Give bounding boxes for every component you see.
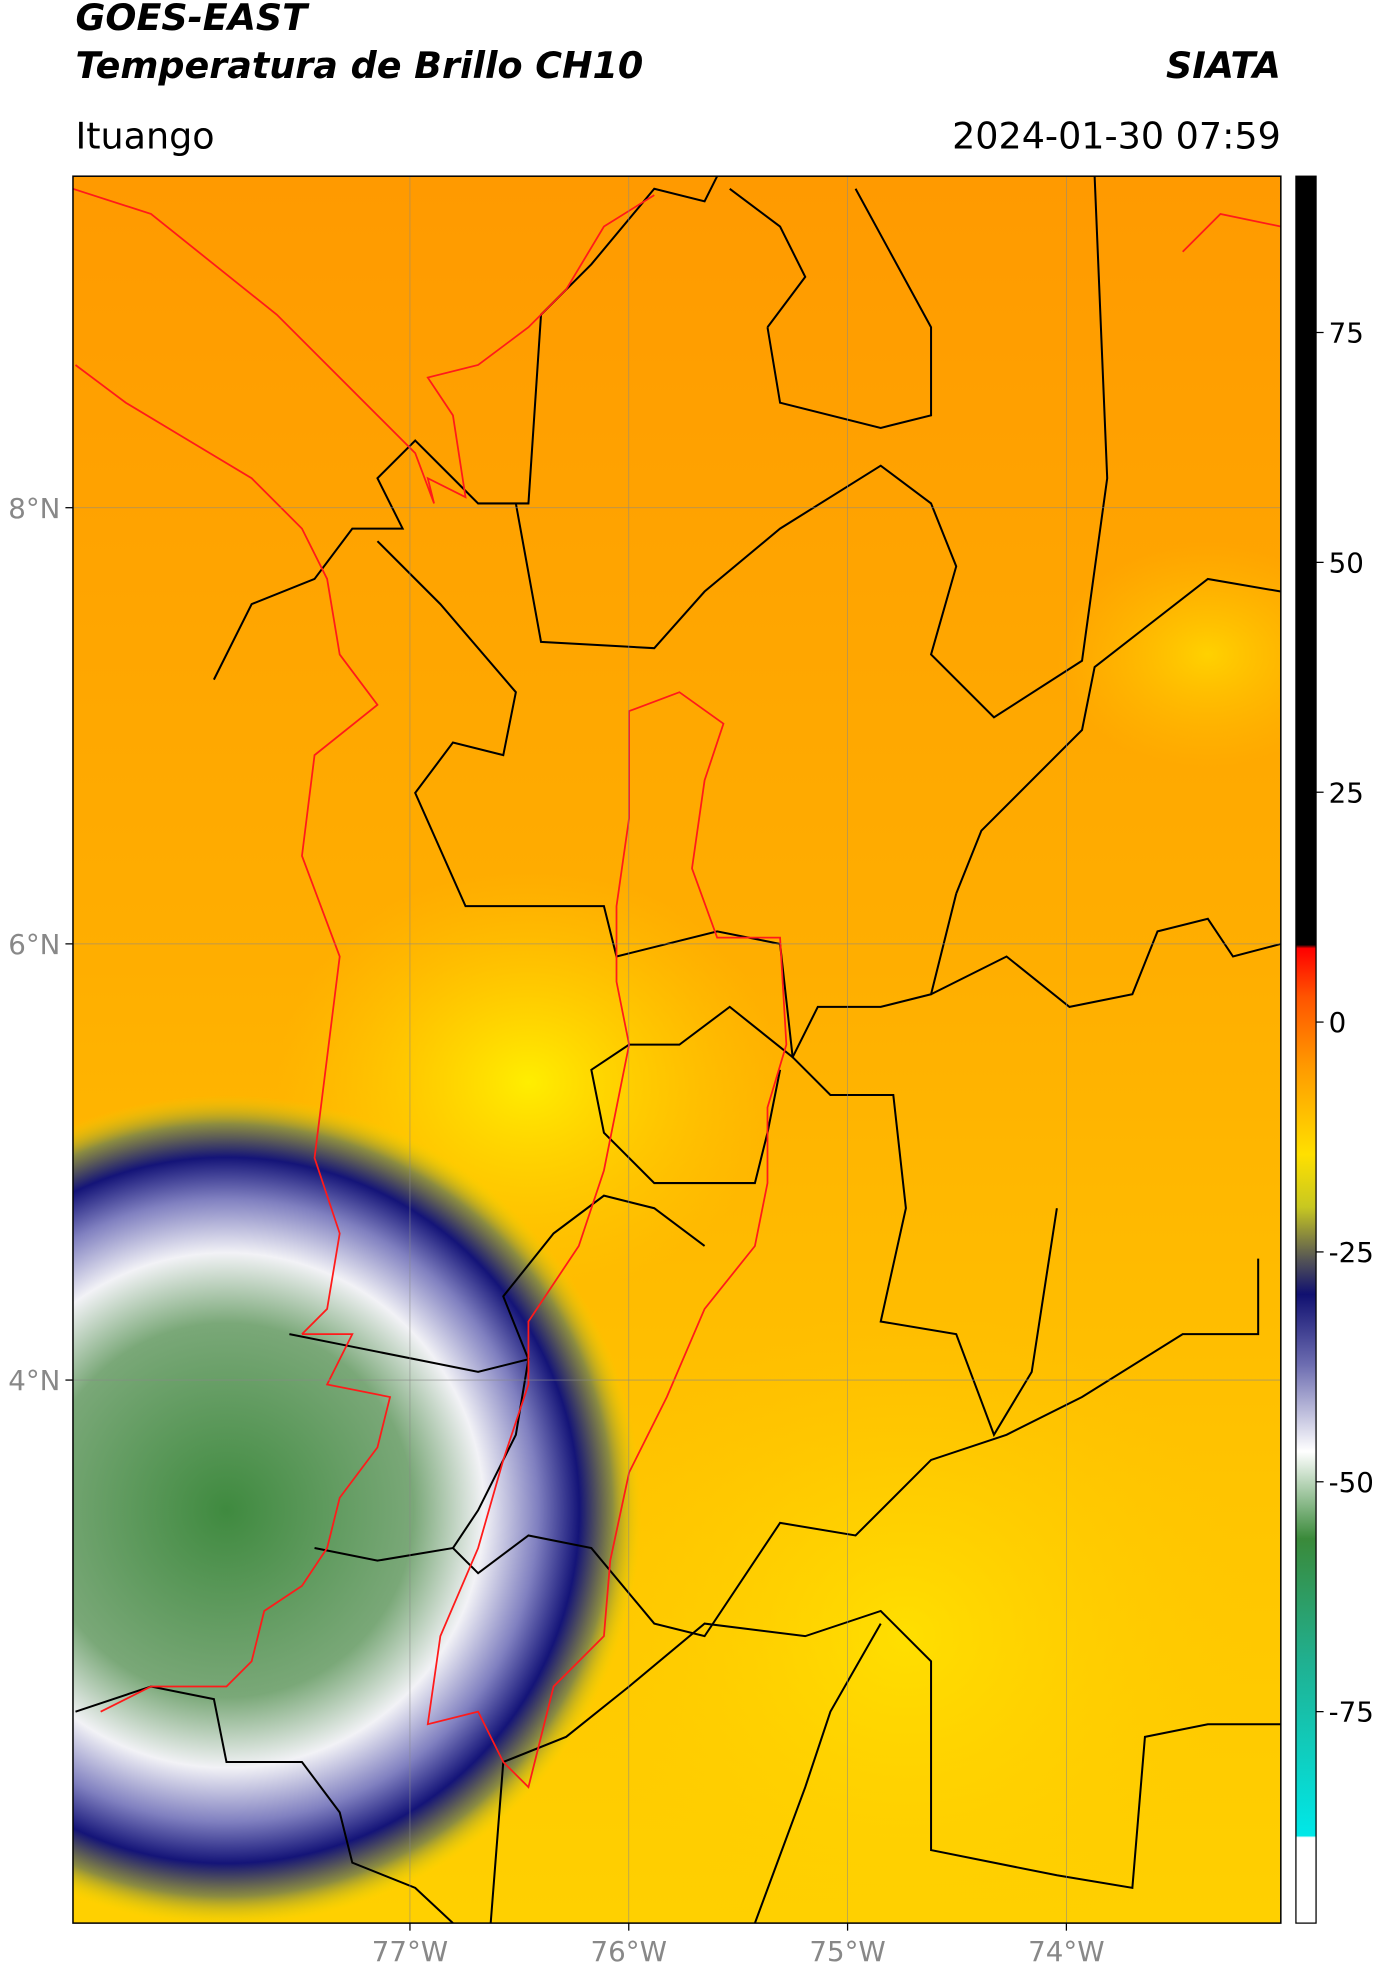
- lon-tick-label: 76°W: [591, 1935, 667, 1968]
- lat-tick-label: 8°N: [8, 492, 60, 525]
- title-line2: Temperatura de Brillo CH10: [75, 44, 643, 87]
- map-image: [72, 176, 1281, 1924]
- lon-tick-label: 74°W: [1028, 1935, 1104, 1968]
- colorbar-tick-label: 50: [1329, 546, 1364, 579]
- colorbar-tick-label: -25: [1329, 1236, 1374, 1269]
- colorbar-tick-label: 25: [1329, 776, 1364, 809]
- location: Ituango: [75, 115, 214, 158]
- map-frame: [72, 175, 1282, 1924]
- colorbar-tick-label: 0: [1329, 1006, 1347, 1039]
- lon-tick-label: 77°W: [372, 1935, 448, 1968]
- colorbar-tick-label: 75: [1329, 317, 1364, 350]
- lon-tick-label: 75°W: [809, 1935, 885, 1968]
- title-line1: GOES-EAST: [75, 0, 310, 39]
- lat-tick-label: 6°N: [8, 928, 60, 961]
- colorbar-tick-label: -75: [1329, 1696, 1374, 1729]
- timestamp: 2024-01-30 07:59: [952, 115, 1281, 158]
- lat-tick-label: 4°N: [8, 1364, 60, 1397]
- colorbar-tick-label: -50: [1329, 1466, 1374, 1499]
- graticule: [72, 176, 1281, 1924]
- brand: SIATA: [1166, 44, 1281, 87]
- colorbar: [1295, 175, 1317, 1924]
